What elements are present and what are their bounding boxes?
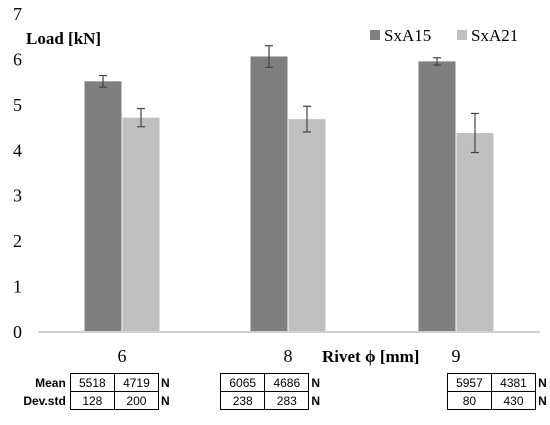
stat-cell: 200 <box>113 391 159 410</box>
bar-SxA15-9 <box>418 61 456 333</box>
stat-cell: 6065 <box>220 373 266 392</box>
x-tick-label: 9 <box>452 346 461 366</box>
unit-label: N <box>308 391 324 410</box>
mean-row: Mean 5518 4719 N 6065 4686 N 5957 4381 N <box>20 373 550 392</box>
y-tick-label: 0 <box>13 322 22 342</box>
unit-label: N <box>157 373 173 392</box>
x-axis-ticks: 6 8 9 <box>118 346 461 366</box>
unit-label: N <box>157 391 173 410</box>
error-bar <box>265 45 273 68</box>
legend: SxA15 SxA21 <box>370 26 518 45</box>
y-axis-ticks: 0 1 2 3 4 5 6 7 <box>13 4 22 342</box>
stat-cell: 5518 <box>69 373 115 392</box>
x-tick-label: 6 <box>118 346 127 366</box>
y-tick-label: 7 <box>13 4 22 24</box>
unit-label: N <box>535 391 550 410</box>
y-tick-label: 5 <box>13 95 22 115</box>
error-bar <box>303 105 311 133</box>
error-bar <box>471 112 479 154</box>
x-tick-label: 8 <box>284 346 293 366</box>
row-label: Dev.std <box>23 393 66 408</box>
bar-SxA21-9 <box>456 132 494 332</box>
stat-cell: 283 <box>264 391 310 410</box>
bar-SxA21-8 <box>288 119 326 333</box>
legend-label: SxA15 <box>384 26 431 45</box>
legend-swatch <box>457 30 467 40</box>
legend-swatch <box>370 30 380 40</box>
unit-label: N <box>308 373 324 392</box>
stat-cell: 4381 <box>490 373 537 392</box>
stat-cell: 5957 <box>446 373 492 392</box>
stat-cell: 80 <box>446 391 492 410</box>
bar-SxA15-6 <box>84 81 122 333</box>
stats-table: Mean 5518 4719 N 6065 4686 N 5957 4381 N… <box>20 373 550 410</box>
error-bar <box>433 57 441 66</box>
stat-cell: 430 <box>490 391 537 410</box>
bar-SxA15-8 <box>250 56 288 333</box>
y-tick-label: 1 <box>13 277 22 297</box>
row-label: Mean <box>35 375 66 390</box>
legend-label: SxA21 <box>471 26 518 45</box>
error-bar <box>137 107 145 128</box>
y-axis-label: Load [kN] <box>26 29 101 48</box>
y-tick-label: 4 <box>13 140 22 160</box>
bars <box>84 56 494 333</box>
y-tick-label: 6 <box>13 49 22 69</box>
stat-cell: 128 <box>69 391 115 410</box>
x-axis-title: Rivet ϕ [mm] <box>322 347 419 366</box>
y-tick-label: 3 <box>13 186 22 206</box>
error-bar <box>99 74 107 88</box>
stat-cell: 238 <box>220 391 266 410</box>
unit-label: N <box>535 373 550 392</box>
bar-SxA21-6 <box>122 117 160 332</box>
stat-cell: 4686 <box>264 373 310 392</box>
y-tick-label: 2 <box>13 231 22 251</box>
dev-row: Dev.std 128 200 N 238 283 N 80 430 N <box>20 391 550 410</box>
stat-cell: 4719 <box>113 373 159 392</box>
error-bars <box>99 45 479 154</box>
